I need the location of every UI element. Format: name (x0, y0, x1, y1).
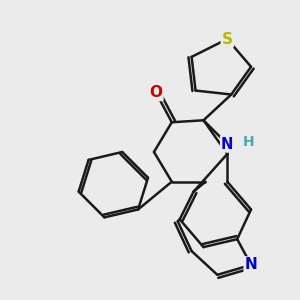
Text: H: H (242, 135, 254, 149)
Text: S: S (222, 32, 233, 46)
Text: O: O (149, 85, 162, 100)
Text: N: N (221, 136, 233, 152)
Text: N: N (245, 257, 257, 272)
